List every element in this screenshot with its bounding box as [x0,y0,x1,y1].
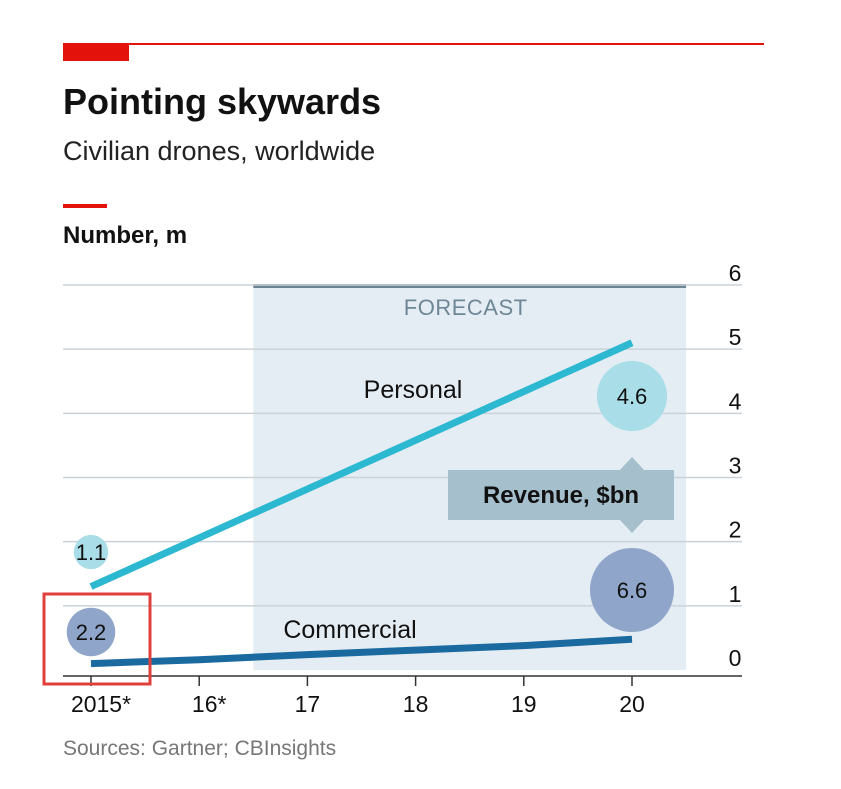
x-tick-label: 16* [192,691,227,717]
revenue-bubble [596,360,668,432]
x-tick-label: 17 [295,691,321,717]
x-tick-label: 19 [511,691,537,717]
revenue-bubble [73,534,109,570]
revenue-bubble [590,548,674,632]
revenue-bubble-label: 2.2 [76,620,107,645]
x-tick-label: 18 [403,691,429,717]
revenue-legend-box [448,470,674,520]
revenue-bubble-label: 1.1 [76,540,107,565]
chart-subtitle: Civilian drones, worldwide [63,136,375,166]
y-tick-label: 2 [729,517,742,543]
revenue-bubble-label: 4.6 [617,384,648,409]
revenue-arrow-down [619,519,645,533]
y-tick-label: 0 [729,645,742,671]
revenue-annotations: 1.1 2.2 4.6 6.6 Revenue, $bn [66,360,674,657]
revenue-arrow-up [619,457,645,471]
highlight-box [42,592,152,686]
y-tick-label: 6 [729,260,742,286]
header-accent-block [63,44,129,61]
series-line-commercial [90,635,633,668]
gridlines: 0 1 2 3 4 5 6 [63,260,742,677]
series-line-personal [89,339,634,590]
revenue-legend-label: Revenue, $bn [483,482,639,509]
chart-title: Pointing skywards [63,81,381,122]
x-tick-label: 2015* [71,691,131,717]
series-label-personal: Personal [364,376,463,404]
forecast-top-bar [253,284,687,288]
source-note: Sources: Gartner; CBInsights [63,737,336,760]
y-tick-label: 5 [729,324,742,350]
series-label-commercial: Commercial [283,616,416,644]
series-lines: Personal Commercial [89,339,634,668]
y-tick-label: 1 [729,581,742,607]
revenue-bubble [66,607,116,657]
x-tick-label: 20 [619,691,645,717]
revenue-bubble-label: 6.6 [617,578,648,603]
y-tick-label: 3 [729,453,742,479]
x-axis: 2015* 16* 17 18 19 20 [71,676,645,717]
unit-label: Number, m [63,222,187,249]
unit-accent [63,204,107,208]
forecast-label: FORECAST [404,295,528,320]
y-tick-label: 4 [729,388,742,414]
